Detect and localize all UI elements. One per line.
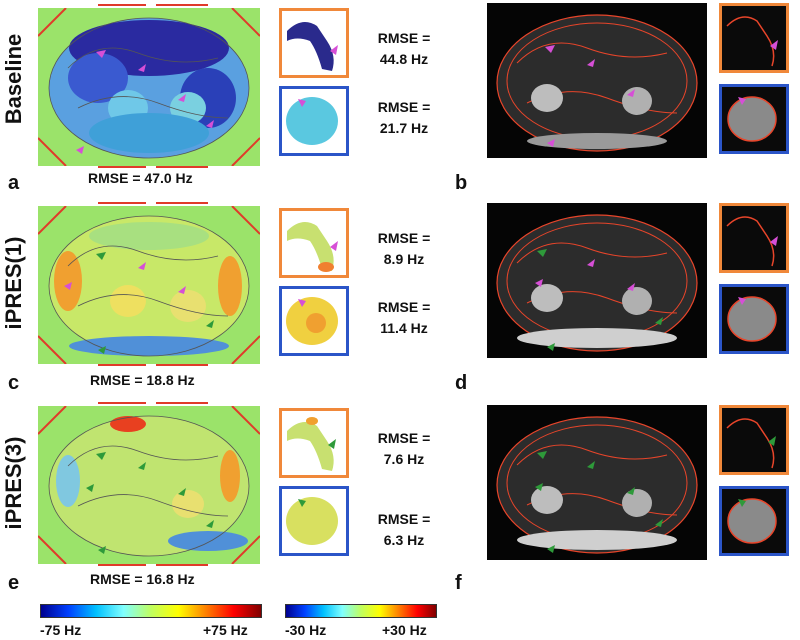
colorbar-75hz-max: +75 Hz xyxy=(203,622,248,638)
panel-letter-e: e xyxy=(8,572,20,594)
top-marks-1 xyxy=(98,4,208,6)
bottom-marks-3 xyxy=(98,564,208,566)
inset-orange-ipres3 xyxy=(279,408,349,478)
fieldmap-baseline xyxy=(38,8,260,166)
rmse-inset1-ipres3: RMSE = 7.6 Hz xyxy=(377,430,431,467)
mri-baseline xyxy=(487,3,707,158)
rmse-inset1-ipres1: RMSE = 8.9 Hz xyxy=(377,230,431,267)
panel-letter-a: a xyxy=(8,172,20,194)
rmse-inset2-baseline: RMSE = 21.7 Hz xyxy=(377,99,431,136)
colorbar-30hz xyxy=(285,604,437,618)
top-marks-3 xyxy=(98,402,208,404)
inset-orange-ipres1 xyxy=(279,208,349,278)
colorbar-30hz-max: +30 Hz xyxy=(382,622,427,638)
rmse-main-ipres1: RMSE = 18.8 Hz xyxy=(90,372,195,388)
fieldmap-ipres3 xyxy=(38,406,260,564)
panel-letter-b: b xyxy=(455,172,468,194)
inset-blue-baseline xyxy=(279,86,349,156)
fieldmap-ipres1 xyxy=(38,206,260,364)
inset-blue-ipres1 xyxy=(279,286,349,356)
bottom-marks-2 xyxy=(98,364,208,366)
rmse-inset2-ipres3: RMSE = 6.3 Hz xyxy=(377,511,431,548)
colorbar-30hz-min: -30 Hz xyxy=(285,622,327,638)
inset-blue-mri-baseline xyxy=(719,84,789,154)
rmse-main-ipres3: RMSE = 16.8 Hz xyxy=(90,571,195,587)
inset-blue-ipres3 xyxy=(279,486,349,556)
inset-orange-mri-ipres3 xyxy=(719,405,789,475)
inset-blue-mri-ipres3 xyxy=(719,486,789,556)
inset-orange-mri-baseline xyxy=(719,3,789,73)
mri-ipres1 xyxy=(487,203,707,358)
panel-letter-c: c xyxy=(8,372,20,394)
bottom-marks-1 xyxy=(98,166,208,168)
top-marks-2 xyxy=(98,202,208,204)
inset-blue-mri-ipres1 xyxy=(719,284,789,354)
inset-orange-mri-ipres1 xyxy=(719,203,789,273)
row-label-ipres3: iPRES(3) xyxy=(1,436,26,530)
rmse-main-baseline: RMSE = 47.0 Hz xyxy=(88,170,193,186)
colorbar-75hz xyxy=(40,604,262,618)
colorbar-75hz-min: -75 Hz xyxy=(40,622,82,638)
row-label-ipres1: iPRES(1) xyxy=(1,236,26,330)
mri-ipres3 xyxy=(487,405,707,560)
inset-orange-baseline xyxy=(279,8,349,78)
rmse-inset1-baseline: RMSE = 44.8 Hz xyxy=(377,30,431,67)
panel-letter-f: f xyxy=(455,572,462,594)
row-label-baseline: Baseline xyxy=(1,33,26,125)
rmse-inset2-ipres1: RMSE = 11.4 Hz xyxy=(377,299,431,336)
panel-letter-d: d xyxy=(455,372,468,394)
